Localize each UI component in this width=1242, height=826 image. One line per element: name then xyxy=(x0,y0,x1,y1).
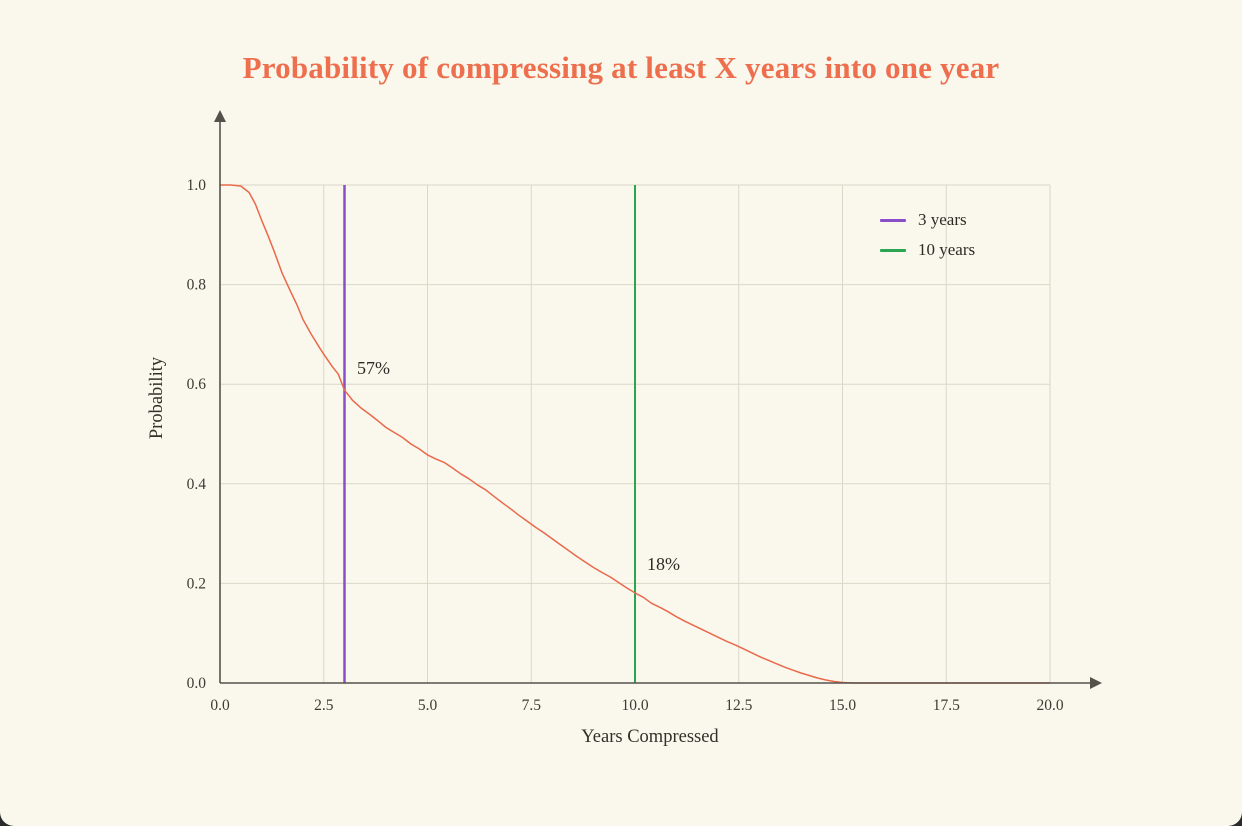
axes xyxy=(214,110,1102,689)
legend-item-10-years: 10 years xyxy=(880,240,975,260)
annotation-57-percent: 57% xyxy=(357,358,390,378)
x-tick-label: 17.5 xyxy=(933,697,960,714)
legend: 3 years 10 years xyxy=(880,210,975,260)
x-tick-label: 12.5 xyxy=(725,697,752,714)
y-tick-label: 0.2 xyxy=(187,575,206,592)
tick-labels: 0.0 2.5 5.0 7.5 10.0 12.5 15.0 17.5 20.0 0.0 0.2 0.… xyxy=(187,177,1064,714)
x-axis-arrow-icon xyxy=(1090,677,1102,689)
legend-item-3-years: 3 years xyxy=(880,210,975,230)
legend-swatch-3-years xyxy=(880,218,906,222)
annotation-18-percent: 18% xyxy=(647,554,680,574)
legend-swatch-10-years xyxy=(880,248,906,252)
x-tick-label: 0.0 xyxy=(210,697,230,714)
y-tick-label: 0.4 xyxy=(187,476,207,493)
y-tick-label: 0.6 xyxy=(187,376,207,393)
y-tick-label: 1.0 xyxy=(187,177,207,194)
y-tick-label: 0.0 xyxy=(187,675,207,692)
legend-label-10-years: 10 years xyxy=(918,240,976,259)
x-tick-label: 10.0 xyxy=(621,697,648,714)
y-axis-arrow-icon xyxy=(214,110,226,122)
x-tick-label: 2.5 xyxy=(314,697,334,714)
x-axis-title: Years Compressed xyxy=(581,727,719,747)
legend-label-3-years: 3 years xyxy=(918,210,967,229)
chart-title: Probability of compressing at least X ye… xyxy=(242,50,1000,85)
y-axis-title: Probability xyxy=(147,356,167,439)
x-tick-label: 15.0 xyxy=(829,697,856,714)
y-tick-label: 0.8 xyxy=(187,277,207,294)
x-tick-label: 5.0 xyxy=(418,697,438,714)
survival-curve xyxy=(220,184,1050,684)
x-tick-label: 7.5 xyxy=(522,697,542,714)
x-tick-label: 20.0 xyxy=(1036,697,1063,714)
